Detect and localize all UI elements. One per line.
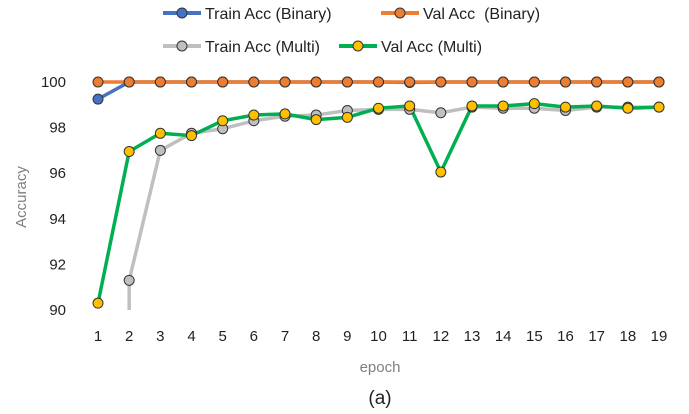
data-point-train-acc-multi (435, 107, 447, 119)
data-point-train-acc-multi (154, 144, 166, 156)
x-tick-label: 16 (557, 328, 574, 345)
legend-label-val-multi: Val Acc (Multi) (381, 39, 482, 56)
data-point-val-acc-multi (622, 102, 634, 114)
x-tick-label: 9 (343, 328, 351, 345)
data-point-train-acc-multi (123, 274, 135, 286)
data-point-val-acc-binary (560, 76, 571, 88)
data-point-val-acc-binary (92, 76, 104, 88)
data-point-val-acc-binary (279, 76, 291, 88)
legend-label-train-binary: Train Acc (Binary) (205, 6, 332, 23)
data-point-val-acc-binary (591, 76, 603, 88)
data-point-val-acc-binary (528, 76, 540, 88)
x-tick-label: 18 (619, 328, 636, 345)
plot-area (92, 76, 665, 310)
x-tick-label: 2 (125, 328, 133, 345)
data-point-val-acc-multi (217, 115, 229, 127)
y-tick-label: 98 (49, 120, 66, 137)
data-point-val-acc-multi (341, 111, 353, 123)
data-point-val-acc-binary (653, 76, 665, 88)
y-tick-label: 94 (49, 211, 66, 228)
data-point-val-acc-multi (591, 100, 603, 112)
x-tick-label: 19 (651, 328, 668, 345)
y-axis-title: Accuracy (13, 166, 30, 228)
x-tick-label: 5 (218, 328, 226, 345)
data-point-val-acc-multi (186, 130, 197, 142)
data-point-val-acc-binary (248, 76, 260, 88)
data-point-val-acc-binary (341, 76, 353, 88)
legend-marker-train-binary (176, 7, 188, 19)
legend-item-val-multi: Val Acc (Multi) (339, 39, 482, 56)
data-point-val-acc-multi (154, 127, 166, 139)
y-tick-label: 100 (41, 74, 66, 91)
y-tick-label: 92 (49, 256, 66, 273)
data-point-val-acc-multi (528, 98, 540, 110)
x-tick-label: 7 (281, 328, 289, 345)
legend-label-train-multi: Train Acc (Multi) (205, 39, 320, 56)
data-point-train-acc-binary (92, 93, 104, 105)
series-line-val-acc-multi (96, 101, 660, 304)
data-point-val-acc-binary (154, 76, 166, 88)
x-axis: 1 2 3 4 5 6 7 8 9 10 11 12 13 14 15 16 17 18 19 (94, 328, 668, 345)
x-tick-label: 11 (402, 328, 418, 345)
legend-marker-val-multi (352, 40, 364, 52)
data-point-val-acc-binary (373, 76, 384, 88)
x-tick-label: 4 (187, 328, 195, 345)
data-point-val-acc-binary (466, 76, 478, 88)
data-point-val-acc-multi (560, 101, 571, 113)
data-point-val-acc-multi (497, 100, 509, 112)
data-point-val-acc-binary (217, 76, 229, 88)
data-point-val-acc-binary (404, 76, 416, 88)
x-tick-label: 6 (250, 328, 258, 345)
legend-item-train-multi: Train Acc (Multi) (163, 39, 320, 56)
x-axis-title: epoch (360, 359, 401, 376)
legend-marker-val-binary (394, 7, 406, 19)
x-tick-label: 13 (464, 328, 481, 345)
legend: Train Acc (Binary) Val Acc (Binary) Trai… (163, 6, 540, 56)
y-axis: 90 92 94 96 98 100 (41, 74, 66, 319)
legend-label-val-binary: Val Acc (Binary) (423, 6, 540, 23)
data-point-val-acc-multi (373, 102, 384, 114)
data-point-val-acc-binary (186, 76, 197, 88)
data-point-val-acc-multi (279, 108, 291, 120)
y-tick-label: 96 (49, 165, 66, 182)
data-point-val-acc-binary (497, 76, 509, 88)
x-tick-label: 15 (526, 328, 543, 345)
data-point-val-acc-multi (92, 297, 104, 309)
data-point-val-acc-binary (622, 76, 634, 88)
data-point-val-acc-binary (435, 76, 447, 88)
x-tick-label: 8 (312, 328, 320, 345)
data-point-val-acc-multi (466, 100, 478, 112)
data-point-val-acc-multi (404, 100, 416, 112)
data-point-val-acc-multi (248, 109, 260, 121)
x-tick-label: 3 (156, 328, 164, 345)
y-tick-label: 90 (49, 302, 66, 319)
x-tick-label: 1 (94, 328, 102, 345)
x-tick-label: 17 (588, 328, 605, 345)
data-point-val-acc-multi (653, 101, 665, 113)
legend-item-val-binary: Val Acc (Binary) (381, 6, 540, 23)
legend-marker-train-multi (176, 40, 188, 52)
data-point-val-acc-multi (310, 114, 322, 126)
series-line-train-acc-multi (127, 105, 659, 310)
data-point-val-acc-multi (123, 146, 135, 158)
x-tick-label: 10 (370, 328, 387, 345)
x-tick-label: 14 (495, 328, 512, 345)
data-point-val-acc-binary (310, 76, 322, 88)
data-point-val-acc-binary (123, 76, 135, 88)
data-point-val-acc-multi (435, 166, 447, 178)
legend-item-train-binary: Train Acc (Binary) (163, 6, 332, 23)
figure-caption: (a) (368, 388, 391, 409)
x-tick-label: 12 (432, 328, 449, 345)
